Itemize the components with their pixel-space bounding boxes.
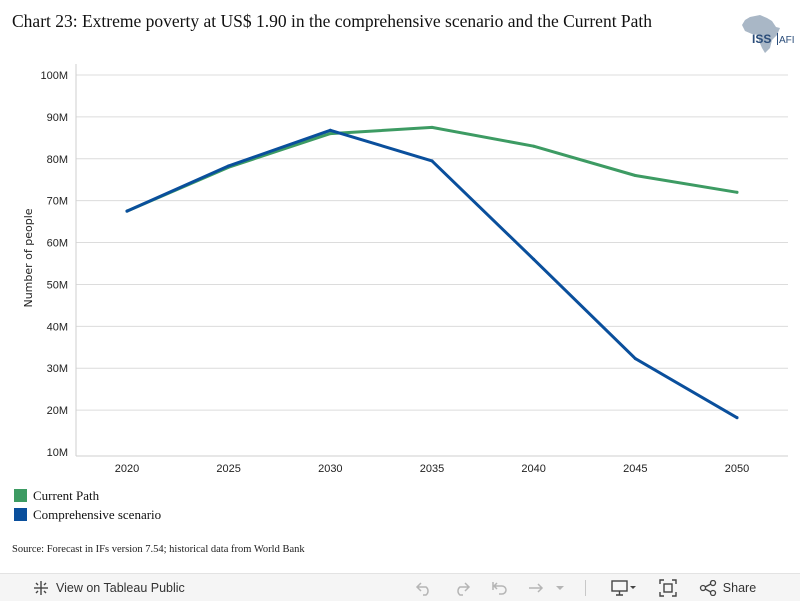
undo-icon[interactable] — [415, 580, 433, 596]
toolbar-separator — [584, 579, 586, 596]
data-point-current-path[interactable] — [633, 174, 637, 178]
logo-text: ISS — [752, 32, 771, 46]
y-tick-label: 20M — [47, 405, 68, 417]
data-point-comprehensive-scenario[interactable] — [633, 357, 637, 361]
y-tick-label: 100M — [40, 70, 68, 82]
x-tick-label: 2035 — [420, 463, 444, 475]
refresh-icon[interactable] — [527, 580, 545, 596]
revert-icon[interactable] — [491, 580, 509, 596]
x-tick-label: 2040 — [521, 463, 545, 475]
data-point-current-path[interactable] — [430, 125, 434, 129]
series-lines — [125, 125, 739, 420]
chart-title: Chart 23: Extreme poverty at US$ 1.90 in… — [12, 11, 653, 31]
share-label: Share — [722, 580, 757, 595]
series-line-comprehensive-scenario[interactable] — [125, 128, 739, 420]
y-axis-label: Number of people — [22, 208, 35, 307]
data-point-comprehensive-scenario[interactable] — [328, 128, 332, 132]
gridlines — [76, 74, 788, 411]
legend-item-comprehensive-scenario[interactable]: Comprehensive scenario — [14, 505, 161, 524]
y-tick-label: 40M — [47, 321, 68, 333]
data-point-current-path[interactable] — [532, 144, 536, 148]
x-tick-label: 2020 — [115, 463, 139, 475]
y-tick-label: 80M — [47, 154, 68, 166]
axes: 10M 20M 30M 40M 50M 60M 70M 80M 90M 100M 2020 2025 2… — [40, 64, 788, 475]
legend: Current Path Comprehensive scenario — [14, 486, 161, 524]
download-icon[interactable] — [611, 579, 637, 596]
data-point-comprehensive-scenario[interactable] — [227, 164, 231, 168]
data-point-comprehensive-scenario[interactable] — [430, 159, 434, 163]
legend-swatch-comprehensive-scenario — [14, 508, 27, 521]
y-tick-label: 50M — [47, 279, 68, 291]
y-tick-label: 10M — [47, 447, 68, 459]
x-tick-label: 2025 — [216, 463, 240, 475]
share-button[interactable]: Share — [699, 579, 757, 596]
y-tick-label: 60M — [47, 238, 68, 250]
legend-label: Current Path — [33, 487, 100, 503]
x-tick-label: 2045 — [623, 463, 647, 475]
data-point-comprehensive-scenario[interactable] — [532, 257, 536, 261]
tableau-toolbar: View on Tableau Public — [0, 573, 800, 601]
data-point-current-path[interactable] — [328, 132, 332, 136]
tableau-logo-icon — [33, 580, 49, 596]
share-icon — [699, 579, 717, 596]
iss-africa-logo: ISS AFI — [736, 12, 794, 56]
x-tick-label: 2050 — [725, 463, 749, 475]
legend-swatch-current-path — [14, 489, 27, 502]
dropdown-icon[interactable] — [555, 583, 565, 593]
data-point-comprehensive-scenario[interactable] — [125, 209, 129, 213]
y-tick-label: 30M — [47, 363, 68, 375]
data-point-comprehensive-scenario[interactable] — [735, 416, 739, 420]
source-note: Source: Forecast in IFs version 7.54; hi… — [12, 544, 305, 555]
legend-clip: Current Path Comprehensive scenario — [0, 486, 800, 526]
view-on-tableau-label: View on Tableau Public — [56, 580, 185, 595]
redo-icon[interactable] — [453, 580, 471, 596]
x-tick-label: 2030 — [318, 463, 342, 475]
line-chart: 10M 20M 30M 40M 50M 60M 70M 80M 90M 100M 2020 2025 2… — [22, 64, 788, 475]
data-point-current-path[interactable] — [735, 190, 739, 194]
fullscreen-icon[interactable] — [659, 578, 677, 597]
legend-label: Comprehensive scenario — [33, 506, 162, 522]
y-tick-label: 70M — [47, 196, 68, 208]
legend-item-current-path[interactable]: Current Path — [14, 486, 161, 505]
view-on-tableau-button[interactable]: View on Tableau Public — [33, 580, 185, 596]
y-tick-label: 90M — [47, 112, 68, 124]
logo-text-side: AFI — [779, 35, 794, 46]
